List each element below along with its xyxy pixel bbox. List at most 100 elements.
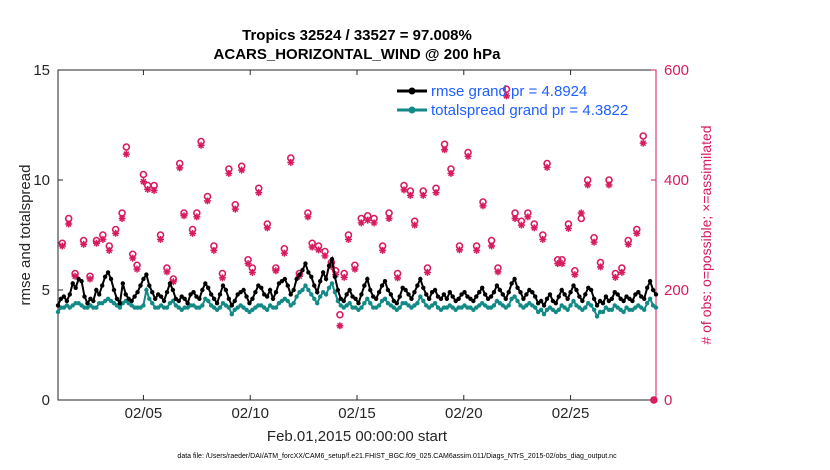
obs-assimilated-stroke — [407, 192, 414, 199]
obs-assimilated-marker — [479, 202, 487, 210]
totalspread-point — [359, 305, 364, 310]
obs-assimilated-stroke — [219, 274, 226, 281]
obs-assimilated-stroke — [544, 164, 551, 171]
rmse-point — [630, 298, 635, 304]
rmse-point — [197, 296, 202, 301]
obs-assimilated-stroke — [309, 244, 316, 251]
rmse-point — [515, 285, 520, 290]
rmse-point — [562, 292, 567, 297]
rmse-point — [409, 296, 414, 301]
rmse-point — [244, 294, 249, 299]
rmse-point — [544, 296, 550, 301]
obs-assimilated-marker — [432, 189, 440, 197]
obs-assimilated-stroke — [134, 266, 141, 273]
obs-possible-marker — [139, 170, 148, 179]
totalspread-point — [300, 287, 305, 293]
obs-assimilated-marker — [99, 235, 107, 243]
totalspread-point — [415, 301, 420, 306]
obs-assimilated-marker — [571, 271, 579, 279]
rmse-point — [488, 294, 494, 299]
rmse-point — [97, 292, 102, 297]
obs-assimilated-stroke — [315, 246, 322, 253]
rmse-point — [450, 294, 455, 299]
rmse-point — [524, 292, 529, 297]
rmse-point — [208, 292, 214, 297]
obs-assimilated-stroke — [281, 250, 288, 257]
obs-possible-marker — [639, 132, 647, 140]
obs-assimilated-marker — [411, 221, 419, 229]
rmse-point — [580, 298, 585, 304]
obs-assimilated-marker — [144, 185, 152, 193]
totalspread-point — [541, 312, 547, 317]
x-tick-label: 02/20 — [445, 405, 483, 422]
rmse-point — [379, 283, 385, 288]
obs-assimilated-stroke — [420, 192, 427, 199]
totalspread-point — [323, 292, 329, 297]
obs-assimilated-stroke — [494, 268, 501, 275]
rmse-point — [356, 301, 361, 306]
rmse-point — [291, 287, 296, 293]
obs-assimilated-marker — [379, 246, 387, 254]
legend-rmse-label: rmse grand pr = 4.8924 — [431, 83, 587, 100]
obs-assimilated-stroke — [379, 247, 386, 254]
rmse-point — [288, 292, 293, 297]
rmse-point — [191, 290, 196, 295]
rmse-point — [329, 257, 335, 262]
obs-assimilated-marker — [590, 238, 598, 246]
rmse-point — [226, 296, 232, 301]
rmse-point — [462, 290, 467, 295]
totalspread-point — [647, 296, 653, 301]
obs-assimilated-stroke — [524, 213, 531, 220]
obs-possible-marker — [336, 310, 344, 319]
obs-assimilated-marker — [92, 239, 100, 247]
rmse-point — [583, 292, 588, 297]
totalspread-point — [94, 305, 99, 310]
totalspread-point — [533, 305, 538, 310]
obs-assimilated-marker — [255, 189, 263, 197]
obs-assimilated-marker — [558, 260, 566, 268]
obs-assimilated-marker — [400, 186, 408, 194]
rmse-point — [491, 290, 497, 295]
totalspread-point — [368, 301, 373, 306]
rmse-point — [415, 283, 420, 288]
totalspread-point — [306, 287, 311, 293]
rmse-point — [111, 287, 117, 293]
rmse-point — [362, 283, 367, 288]
totalspread-point — [362, 301, 367, 306]
obs-assimilated-stroke — [364, 217, 371, 224]
totalspread-point — [317, 294, 323, 299]
totalspread-point — [653, 305, 659, 310]
x-tick-label: 02/25 — [552, 405, 590, 422]
rmse-point — [503, 296, 508, 301]
obs-assimilated-marker — [605, 181, 613, 189]
y2-tick-label: 400 — [664, 172, 689, 189]
rmse-point — [55, 303, 61, 308]
totalspread-point — [583, 305, 588, 310]
x-tick-label: 02/10 — [231, 405, 269, 422]
totalspread-point — [591, 307, 597, 312]
rmse-point — [642, 296, 647, 301]
obs-assimilated-stroke — [447, 170, 454, 177]
obs-assimilated-stroke — [93, 240, 100, 247]
obs-assimilated-marker — [308, 243, 316, 251]
obs-assimilated-marker — [370, 219, 378, 227]
obs-assimilated-marker — [351, 265, 359, 273]
obs-assimilated-marker — [611, 273, 619, 281]
rmse-point — [282, 276, 288, 282]
rmse-point — [161, 298, 167, 304]
obs-assimilated-stroke — [465, 153, 472, 160]
totalspread-point — [206, 298, 211, 304]
rmse-point — [273, 290, 279, 295]
legend-spread-label: totalspread grand pr = 4.3822 — [431, 102, 628, 119]
obs-assimilated-marker — [624, 240, 632, 248]
obs-assimilated-marker — [344, 235, 352, 243]
rmse-point — [300, 268, 305, 273]
rmse-point — [609, 296, 615, 301]
rmse-point — [247, 301, 252, 306]
rmse-point — [176, 298, 181, 304]
obs-assimilated-stroke — [539, 236, 546, 243]
rmse-point — [211, 296, 217, 301]
obs-assimilated-marker — [524, 213, 532, 221]
obs-assimilated-stroke — [304, 213, 311, 220]
